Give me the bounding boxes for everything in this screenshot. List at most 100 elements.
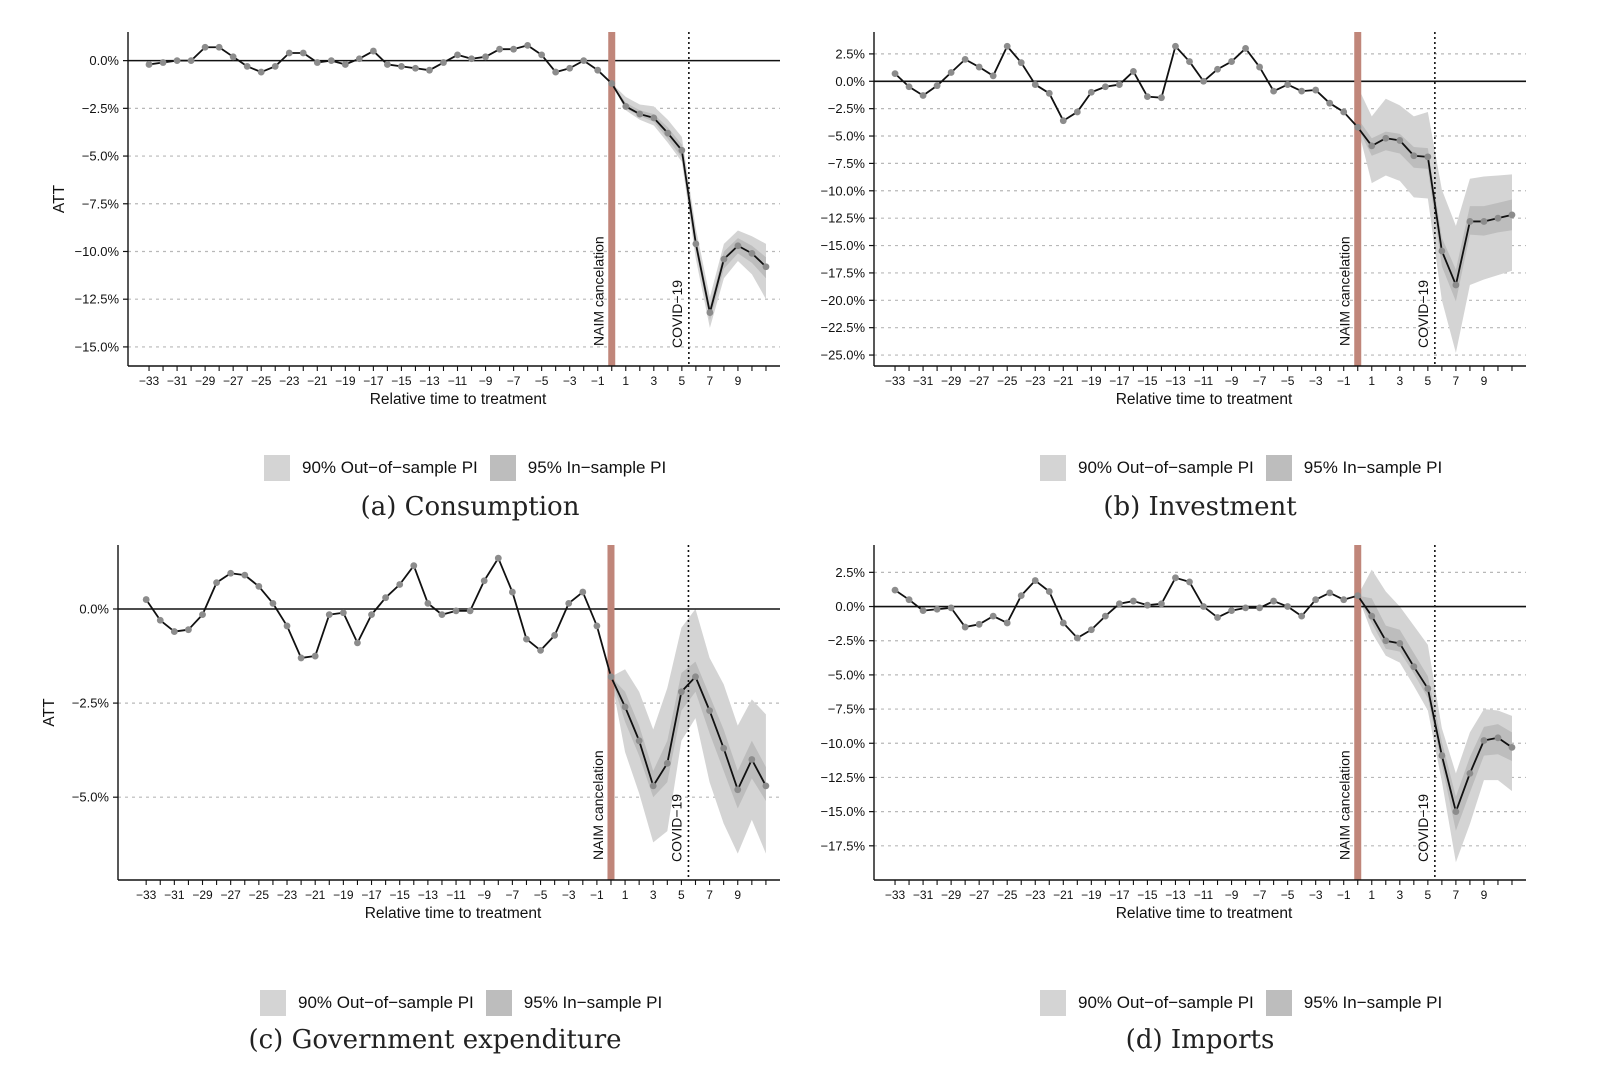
data-point xyxy=(538,51,546,59)
data-point xyxy=(510,45,517,53)
data-point xyxy=(412,64,419,72)
data-point xyxy=(269,599,277,607)
data-point xyxy=(989,72,997,80)
data-point xyxy=(621,703,629,711)
data-point xyxy=(325,611,333,619)
data-point xyxy=(1214,614,1221,621)
x-tick-label: −13 xyxy=(1165,888,1186,902)
x-tick-label: −19 xyxy=(1081,374,1102,388)
legend-swatch-out-of-sample xyxy=(264,455,290,481)
data-point xyxy=(537,646,544,654)
data-point xyxy=(720,744,728,752)
data-point xyxy=(382,594,390,602)
x-tick-label: −23 xyxy=(1025,888,1046,902)
data-point xyxy=(452,607,460,615)
data-point xyxy=(327,57,335,65)
x-tick-label: −15 xyxy=(390,888,411,902)
x-tick-label: −27 xyxy=(221,888,242,902)
data-point xyxy=(762,782,770,790)
x-tick-label: 5 xyxy=(678,888,685,902)
legend-item-out-of-sample: 90% Out−of−sample PI xyxy=(1040,455,1254,481)
x-tick-label: −3 xyxy=(1309,374,1323,388)
data-point xyxy=(313,59,321,66)
chart-panel-consumption: NAIM cancelation COVID−19 0.0% −2.5% −5.0% −7… xyxy=(0,0,810,535)
x-tick-label: −31 xyxy=(913,888,934,902)
y-tick-label: −22.5% xyxy=(821,320,866,335)
legend-swatch-in-sample xyxy=(485,990,512,1016)
data-point xyxy=(354,639,361,647)
x-tick-label: 3 xyxy=(1396,374,1403,388)
x-tick-label: −29 xyxy=(941,374,962,388)
data-point xyxy=(1270,87,1278,95)
data-point xyxy=(565,599,573,607)
x-tick-label: −9 xyxy=(1225,888,1239,902)
y-tick-label: 2.5% xyxy=(835,46,865,61)
data-point xyxy=(1017,592,1025,599)
data-point xyxy=(678,688,685,696)
panel-caption: (d) Imports xyxy=(1125,1025,1275,1055)
data-point xyxy=(1438,752,1446,759)
data-point xyxy=(933,605,941,613)
band-90-out-of-sample-pi xyxy=(611,83,766,328)
data-point xyxy=(227,569,235,577)
data-point xyxy=(1186,578,1193,586)
data-point xyxy=(1452,808,1460,816)
x-axis-title: Relative time to treatment xyxy=(370,391,547,408)
x-tick-label: −11 xyxy=(1194,888,1214,902)
y-tick-label: −7.5% xyxy=(82,196,120,211)
band-90-out-of-sample-pi xyxy=(610,608,766,854)
data-point xyxy=(1312,86,1320,94)
x-tick-label: −31 xyxy=(167,374,188,388)
naim-cancelation-label: NAIM cancelation xyxy=(1337,236,1353,346)
data-point xyxy=(185,626,192,634)
x-tick-label: −31 xyxy=(164,888,185,902)
x-tick-label: −9 xyxy=(1225,374,1239,388)
data-point xyxy=(482,53,489,61)
x-tick-label: −27 xyxy=(969,888,990,902)
x-tick-label: −11 xyxy=(448,374,468,388)
data-point xyxy=(1494,734,1502,742)
chart-imports: NAIM cancelation COVID−19 2.5% 0.0% −2.5% −5.… xyxy=(810,545,1526,922)
x-axis-title: Relative time to treatment xyxy=(365,905,542,922)
data-point xyxy=(1438,247,1446,255)
data-point xyxy=(1424,153,1432,161)
data-point xyxy=(1298,612,1306,620)
data-point xyxy=(891,586,899,594)
data-point xyxy=(1480,737,1488,744)
legend-swatch-in-sample xyxy=(1265,990,1292,1016)
data-point xyxy=(663,759,671,767)
x-tick-label: −13 xyxy=(419,374,440,388)
data-point xyxy=(508,588,516,596)
data-point xyxy=(748,249,756,257)
x-tick-label: −1 xyxy=(590,888,604,902)
legend-item-in-sample: 95% In−sample PI xyxy=(1265,455,1442,481)
y-tick-label: −17.5% xyxy=(821,838,866,853)
x-tick-label: −21 xyxy=(1053,374,1074,388)
data-point xyxy=(1298,87,1306,95)
legend-label-in-sample: 95% In−sample PI xyxy=(523,993,663,1012)
data-point xyxy=(159,59,167,66)
data-point xyxy=(1466,218,1474,225)
x-tick-label: −29 xyxy=(941,888,962,902)
data-point xyxy=(720,255,728,263)
x-tick-label: −19 xyxy=(1081,888,1102,902)
naim-cancelation-line xyxy=(1354,545,1362,880)
data-point xyxy=(905,83,913,91)
data-point xyxy=(1200,603,1207,610)
data-point xyxy=(947,69,955,76)
data-point xyxy=(173,57,181,65)
data-point xyxy=(1424,685,1432,692)
data-point xyxy=(1003,619,1011,627)
y-tick-label: 0.0% xyxy=(835,599,865,614)
legend-swatch-out-of-sample xyxy=(1040,990,1066,1016)
data-point xyxy=(494,554,502,562)
x-tick-label: −15 xyxy=(1137,374,1158,388)
data-point xyxy=(1101,83,1109,91)
series-line-att xyxy=(148,44,767,314)
data-point xyxy=(566,64,574,72)
covid-19-label: COVID−19 xyxy=(669,280,685,348)
y-tick-label: −15.0% xyxy=(75,339,120,354)
data-point xyxy=(187,57,195,65)
data-point xyxy=(734,786,742,794)
data-point xyxy=(1228,58,1235,65)
